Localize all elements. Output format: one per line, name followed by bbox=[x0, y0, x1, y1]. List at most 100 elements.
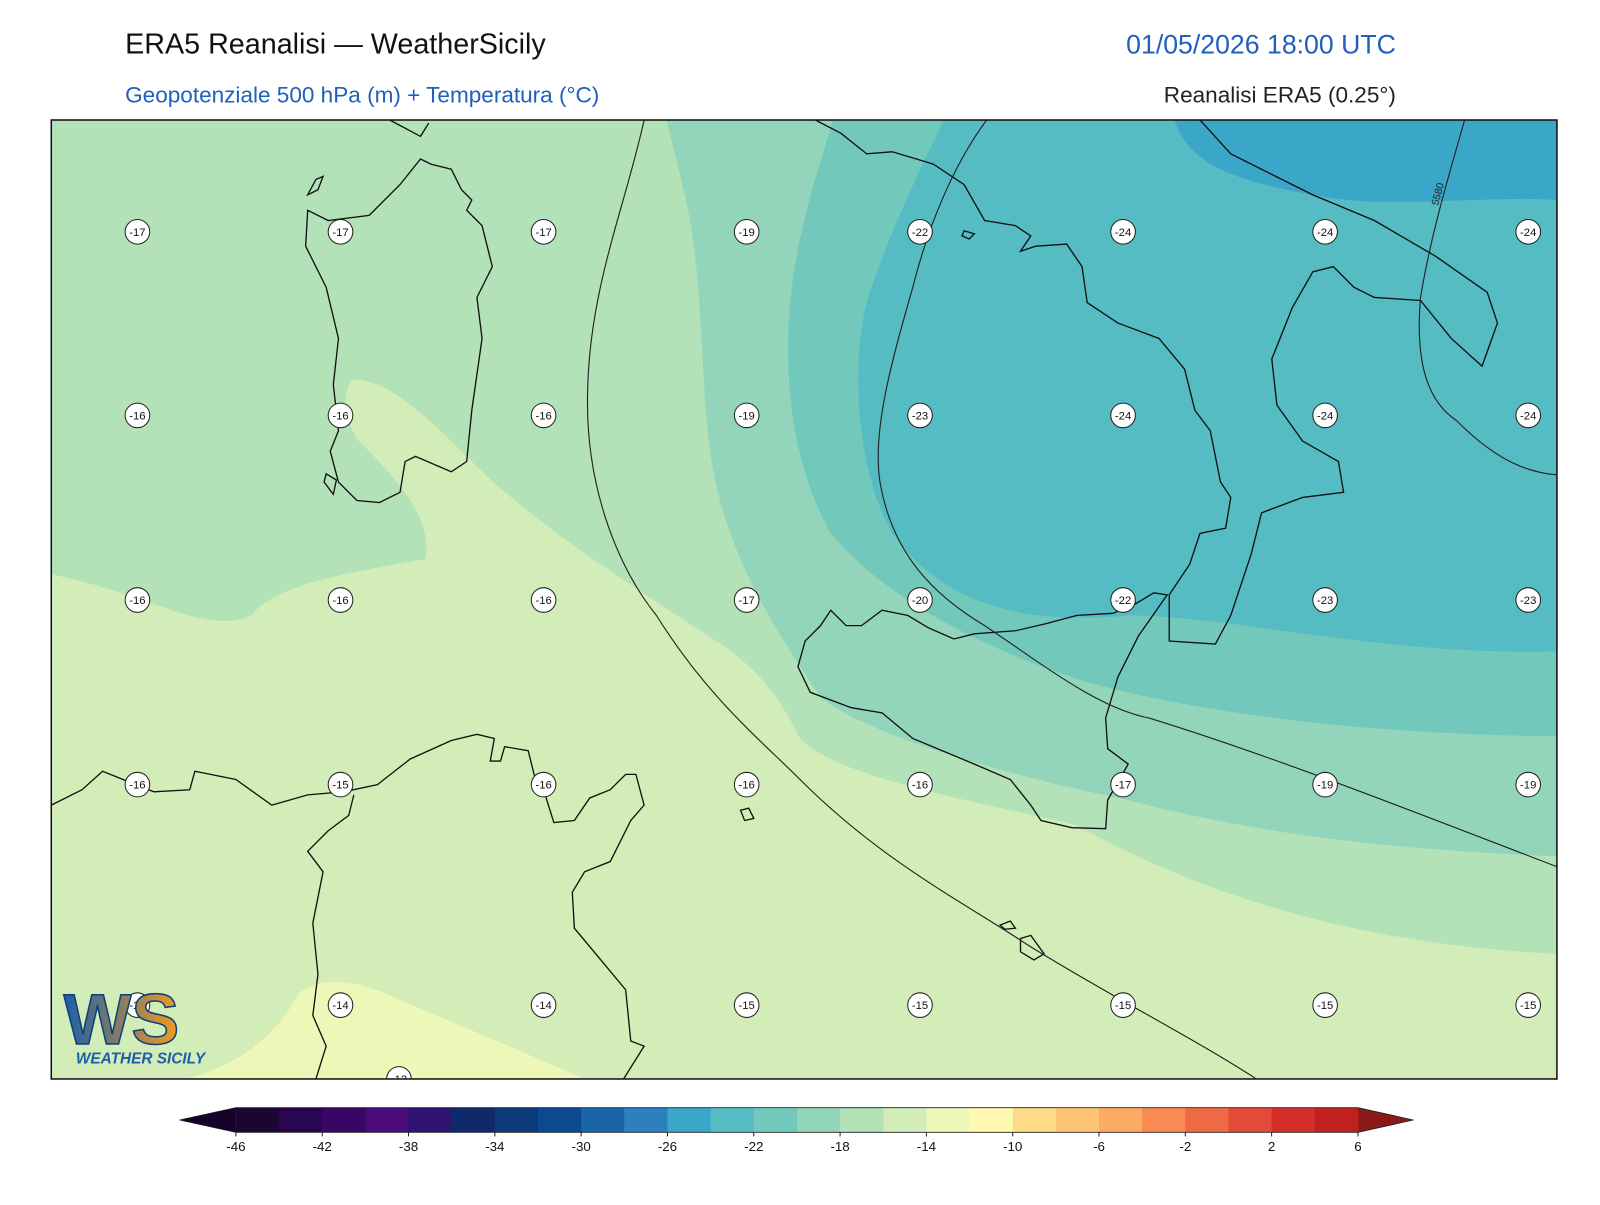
colorbar-swatch bbox=[624, 1107, 668, 1133]
colorbar: -46 -42 -38 -34 -30 -26 -22 -18 -14 -10 -6 -2 2 6 bbox=[179, 1107, 1414, 1154]
colorbar-over bbox=[1357, 1107, 1414, 1133]
label-marker bbox=[1515, 218, 1542, 245]
label-marker bbox=[124, 992, 151, 1018]
label-marker bbox=[1110, 402, 1136, 429]
colorbar-swatch bbox=[1099, 1107, 1143, 1133]
label-marker bbox=[1312, 771, 1338, 798]
label-marker bbox=[386, 1066, 412, 1079]
temperature-label: -22 bbox=[1115, 595, 1131, 607]
label-marker bbox=[1312, 587, 1338, 613]
temperature-label: -14 bbox=[332, 1000, 348, 1012]
colorbar-swatch bbox=[753, 1107, 798, 1133]
temperature-label: -16 bbox=[129, 780, 145, 792]
colorbar-swatch bbox=[796, 1107, 841, 1133]
label-marker bbox=[1312, 218, 1338, 245]
colorbar-swatch bbox=[1314, 1107, 1359, 1133]
colorbar-swatch bbox=[235, 1107, 280, 1133]
colorbar-tick-label: -18 bbox=[830, 1139, 849, 1154]
colorbar-swatch bbox=[581, 1107, 625, 1133]
label-marker bbox=[1515, 402, 1542, 429]
temperature-label: -14 bbox=[535, 1000, 551, 1012]
temperature-label: -16 bbox=[332, 595, 348, 607]
title: ERA5 Reanalisi — WeatherSicily bbox=[125, 28, 546, 60]
temperature-label: -15 bbox=[912, 1000, 928, 1012]
colorbar-swatch bbox=[1228, 1107, 1273, 1133]
temperature-label: -13 bbox=[391, 1074, 407, 1086]
source: Reanalisi ERA5 (0.25°) bbox=[1164, 83, 1396, 108]
temperature-labels: -17 -17 -17 -19 -22 -24 -24 -24 -16 -16 -16 -19 -23 -… bbox=[124, 218, 1542, 1086]
temperature-label: -24 bbox=[1317, 227, 1333, 239]
colorbar-swatch bbox=[451, 1107, 496, 1133]
label-marker bbox=[124, 771, 151, 798]
temperature-label: -16 bbox=[129, 410, 145, 422]
temperature-label: -15 bbox=[1317, 1000, 1333, 1012]
label-marker bbox=[327, 587, 354, 613]
label-marker bbox=[327, 402, 354, 429]
colorbar-tick-label: -6 bbox=[1093, 1139, 1105, 1154]
temperature-label: -24 bbox=[1115, 410, 1131, 422]
colorbar-swatch bbox=[1142, 1107, 1186, 1133]
temperature-label: -15 bbox=[332, 780, 348, 792]
temperature-label: -23 bbox=[1520, 595, 1536, 607]
label-marker bbox=[733, 992, 760, 1018]
label-marker bbox=[530, 402, 557, 429]
colorbar-swatch bbox=[279, 1107, 323, 1133]
colorbar-swatch bbox=[1271, 1107, 1316, 1133]
logo: WS WEATHER SICILY bbox=[63, 979, 207, 1067]
temperature-label: -17 bbox=[332, 227, 348, 239]
colorbar-swatch bbox=[710, 1107, 755, 1133]
colorbar-swatch bbox=[322, 1107, 366, 1133]
temperature-label: -16 bbox=[535, 780, 551, 792]
label-marker bbox=[530, 218, 557, 245]
label-marker bbox=[1312, 992, 1338, 1018]
label-marker bbox=[1110, 992, 1136, 1018]
temperature-label: -17 bbox=[1115, 780, 1131, 792]
label-marker bbox=[907, 771, 933, 798]
label-marker bbox=[124, 402, 151, 429]
temperature-label: -15 bbox=[1115, 1000, 1131, 1012]
colorbar-swatch bbox=[1012, 1107, 1057, 1133]
label-marker bbox=[1515, 587, 1542, 613]
colorbar-swatch bbox=[537, 1107, 582, 1133]
temperature-label: -17 bbox=[739, 595, 755, 607]
temperature-label: -23 bbox=[912, 410, 928, 422]
temperature-label: -17 bbox=[535, 227, 551, 239]
height-contours bbox=[586, 119, 1557, 1079]
temperature-label: -16 bbox=[912, 780, 928, 792]
temperature-label: -19 bbox=[739, 227, 755, 239]
colorbar-swatch bbox=[1185, 1107, 1229, 1133]
label-marker bbox=[124, 587, 151, 613]
label-marker bbox=[733, 771, 760, 798]
colorbar-swatch bbox=[969, 1107, 1014, 1133]
label-marker bbox=[733, 587, 760, 613]
label-marker bbox=[1110, 771, 1136, 798]
colorbar-swatch bbox=[883, 1107, 927, 1133]
datetime: 01/05/2026 18:00 UTC bbox=[1126, 29, 1396, 59]
label-marker bbox=[530, 771, 557, 798]
colorbar-tick-label: -26 bbox=[658, 1139, 677, 1154]
temperature-label: -16 bbox=[535, 595, 551, 607]
temperature-label: -16 bbox=[129, 595, 145, 607]
logo-letters: WS bbox=[64, 980, 180, 1060]
temperature-label: -24 bbox=[1520, 227, 1536, 239]
temperature-label: -22 bbox=[912, 227, 928, 239]
temperature-label: -24 bbox=[1520, 410, 1536, 422]
colorbar-tick-label: 6 bbox=[1354, 1139, 1361, 1154]
label-marker bbox=[124, 218, 151, 245]
colorbar-tick-label: -46 bbox=[226, 1139, 245, 1154]
map-frame bbox=[50, 119, 1558, 1080]
label-marker bbox=[907, 587, 933, 613]
colorbar-tick-label: -2 bbox=[1179, 1139, 1191, 1154]
colorbar-tick-label: -34 bbox=[485, 1139, 505, 1154]
colorbar-swatch bbox=[840, 1107, 884, 1133]
colorbar-swatch bbox=[408, 1107, 453, 1133]
label-marker bbox=[733, 402, 760, 429]
colorbar-swatch bbox=[926, 1107, 971, 1133]
colorbar-swatch bbox=[365, 1107, 410, 1133]
label-marker bbox=[530, 587, 557, 613]
temperature-label: -19 bbox=[739, 410, 755, 422]
label-marker bbox=[1312, 402, 1338, 429]
temperature-label: -16 bbox=[332, 410, 348, 422]
colorbar-swatch bbox=[1055, 1107, 1100, 1133]
